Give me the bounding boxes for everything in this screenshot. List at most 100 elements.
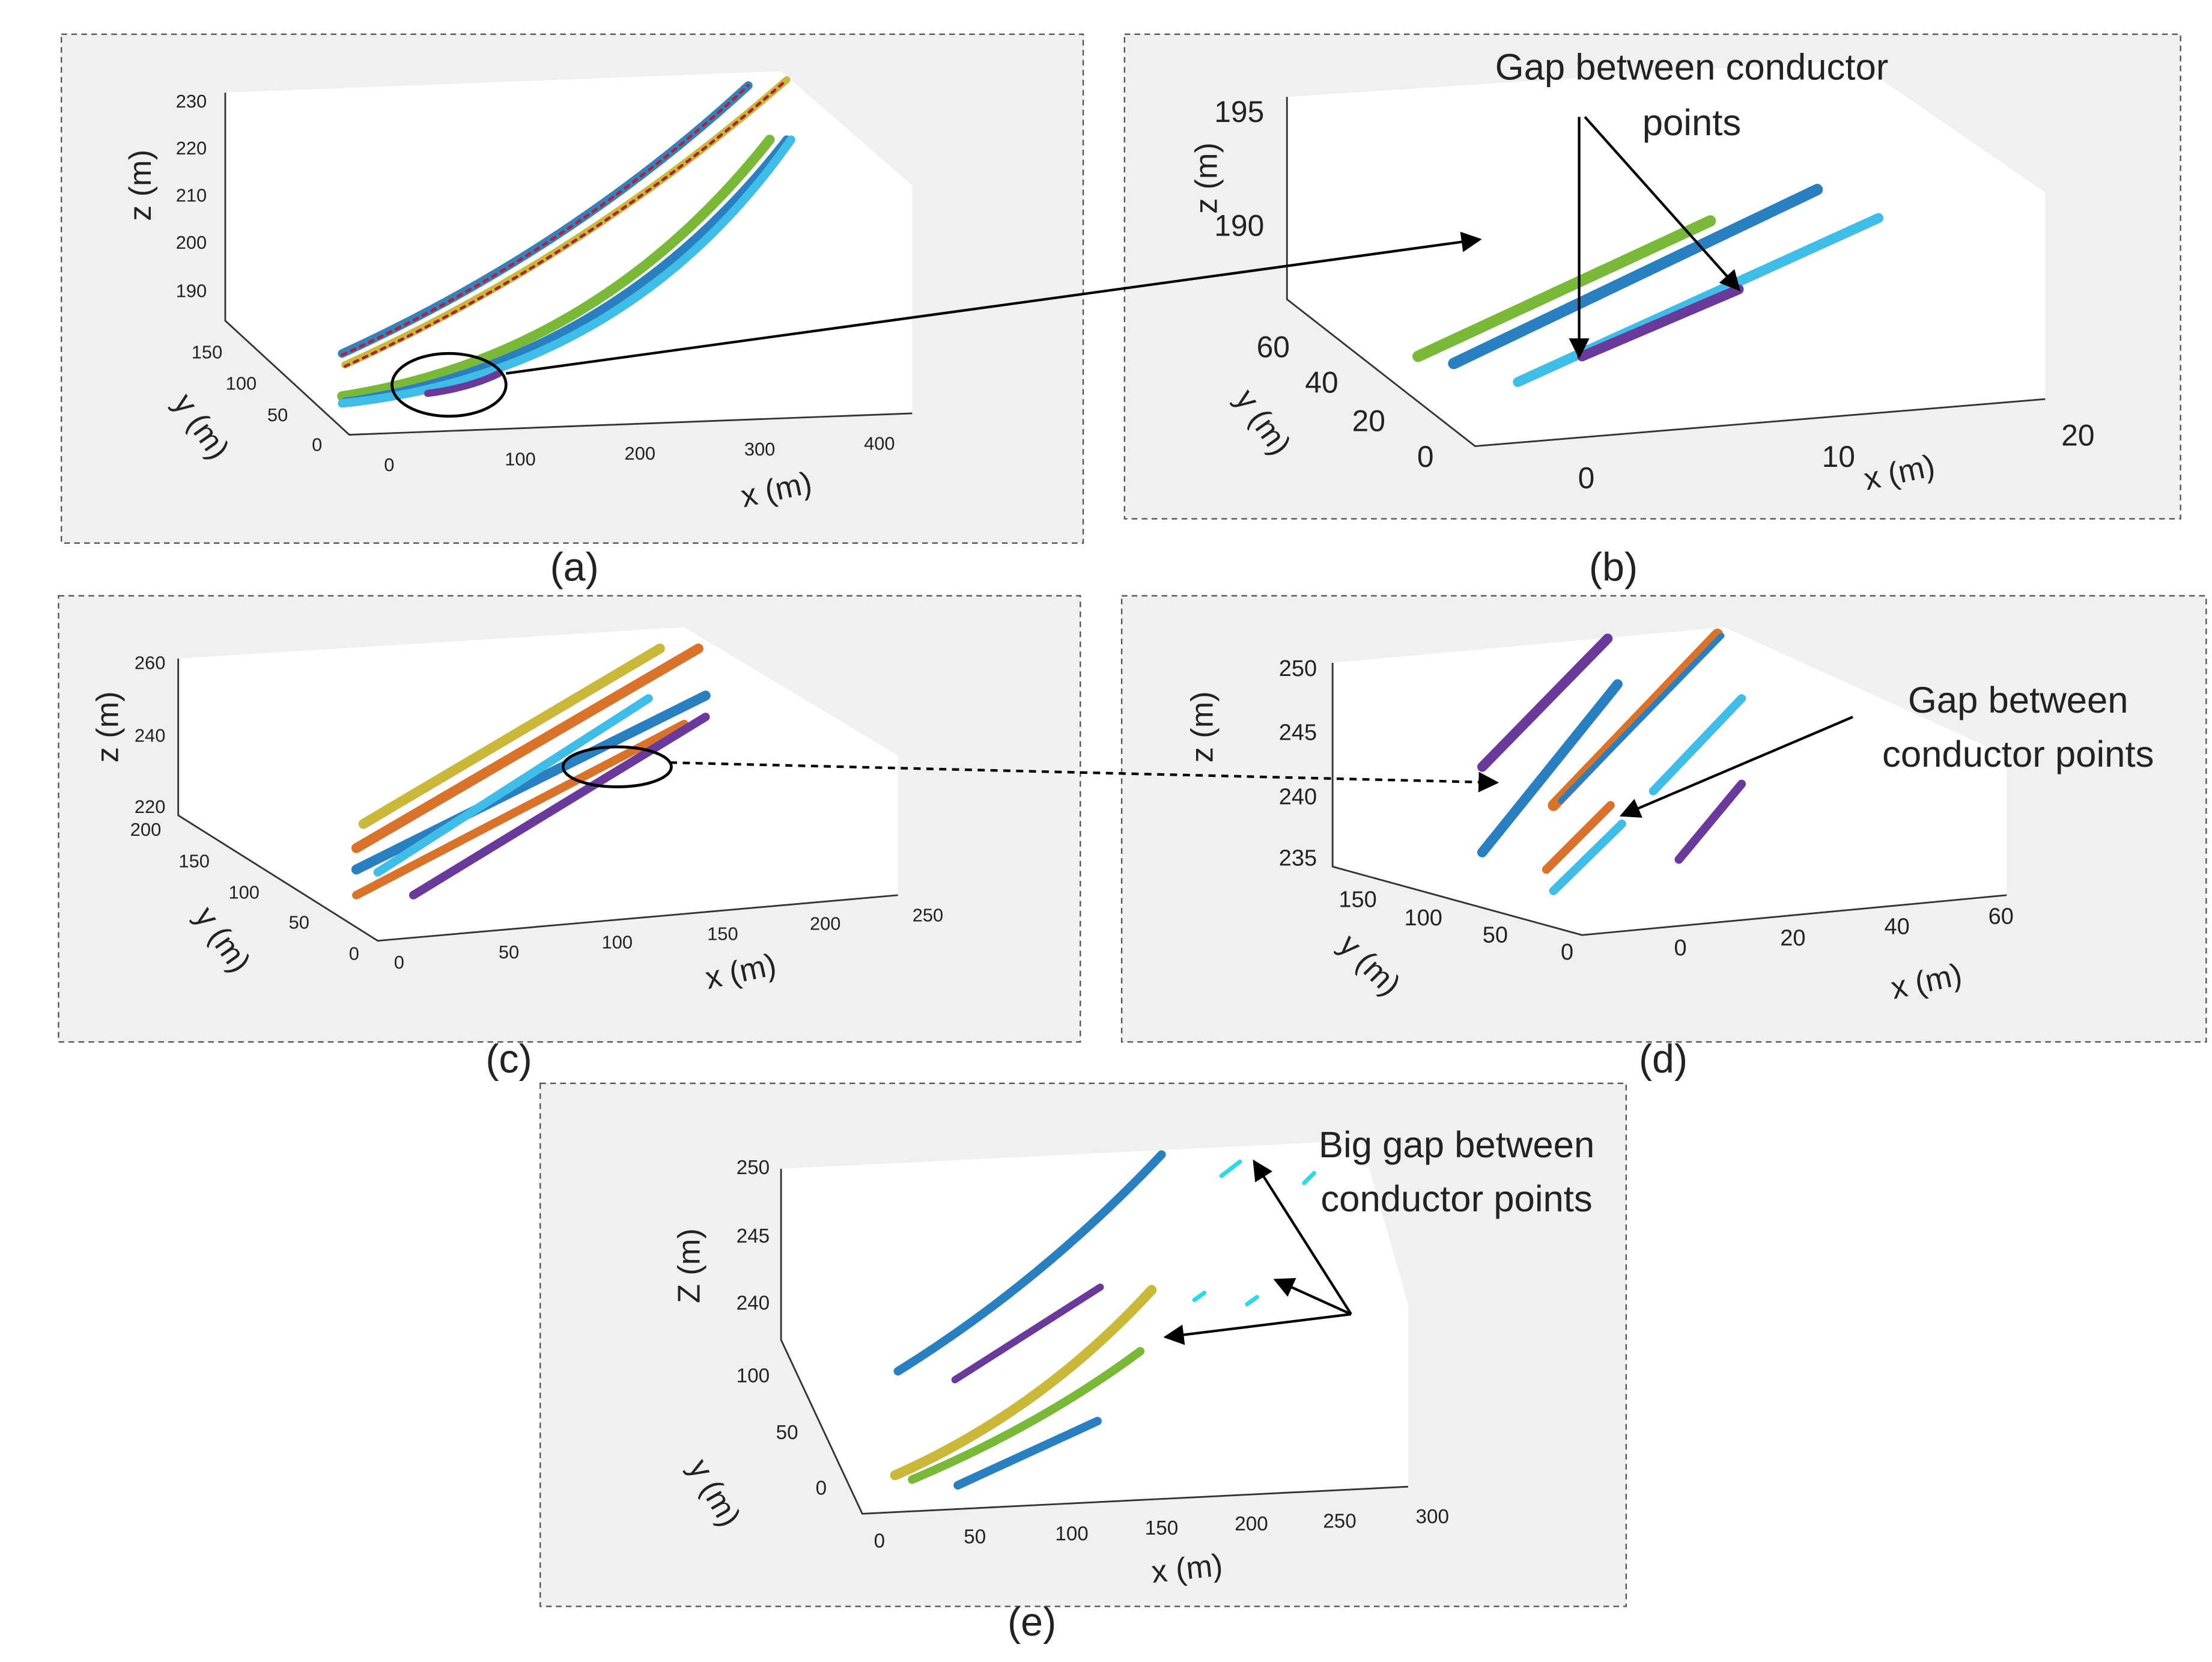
y-tick-label: 60: [1257, 330, 1290, 364]
x-tick-label: 100: [602, 932, 633, 953]
z-tick-label: 240: [135, 725, 165, 746]
x-tick-label: 20: [1780, 925, 1805, 951]
axis-title: Z (m): [672, 1228, 706, 1303]
x-tick-label: 50: [964, 1526, 986, 1548]
y-tick-label: 50: [776, 1422, 798, 1444]
axis-title: z (m): [1185, 691, 1220, 763]
y-tick-label: 100: [228, 882, 259, 903]
annotation: Gap between: [1908, 680, 2128, 721]
conductor: [351, 690, 711, 875]
axes: [1286, 97, 2046, 447]
z-tick-label: 260: [135, 653, 165, 674]
z-tick-label: 200: [176, 232, 207, 253]
z-tick-label: 190: [176, 280, 207, 301]
arrow: [1253, 1159, 1352, 1315]
x-tick-label: 40: [1884, 914, 1909, 939]
y-tick-label: 100: [1405, 906, 1442, 931]
arrow: [1273, 1278, 1352, 1316]
conductor: [1557, 633, 1725, 804]
annotation: conductor points: [1320, 1178, 1592, 1220]
y-tick-label: 50: [267, 404, 288, 425]
z-tick-label: 240: [737, 1292, 770, 1314]
axis-title: z (m): [123, 150, 158, 221]
x-tick-label: 200: [625, 443, 655, 464]
conductor: [890, 1285, 1157, 1481]
conductor: [351, 644, 703, 853]
y-tick-label: 0: [1417, 440, 1434, 473]
y-tick-label: 100: [226, 373, 257, 394]
conductor: [1192, 1159, 1316, 1307]
z-tick-label: 195: [1214, 95, 1264, 129]
z-tick-label: 190: [1214, 209, 1264, 243]
conductor: [338, 135, 795, 408]
conductor: [341, 84, 750, 357]
conductor: [358, 644, 665, 829]
conductor: [1448, 184, 1823, 370]
arrow: [670, 761, 1499, 793]
conductor: [893, 1150, 1166, 1376]
z-tick-label: 250: [1279, 656, 1317, 681]
panel-label: (c): [485, 1037, 532, 1082]
z-tick-label: 230: [176, 91, 207, 112]
x-tick-label: 0: [384, 454, 394, 475]
conductor: [951, 1283, 1104, 1384]
x-tick-label: 200: [810, 913, 840, 934]
x-tick-label: 250: [913, 904, 943, 925]
arrow: [1619, 716, 1853, 818]
y-tick-label: 150: [178, 850, 209, 871]
plot-box: [225, 71, 913, 435]
annotation: points: [1642, 102, 1742, 144]
panel-label: (e): [1007, 1600, 1056, 1645]
conductor-points: [337, 76, 1884, 1490]
arrow: [1163, 1313, 1352, 1345]
z-tick-label: 210: [176, 185, 207, 206]
x-tick-label: 20: [2061, 418, 2094, 452]
annotation: Gap between conductor: [1495, 47, 1889, 88]
x-tick-label: 150: [707, 923, 738, 944]
z-tick-label: 235: [1279, 845, 1317, 871]
z-tick-label: 245: [737, 1225, 770, 1247]
axis-title: z (m): [1190, 142, 1224, 214]
x-tick-label: 50: [499, 942, 519, 963]
x-tick-label: 250: [1323, 1510, 1356, 1532]
conductor: [424, 370, 503, 397]
arrow: [1584, 116, 1741, 291]
z-tick-label: 245: [1279, 720, 1317, 746]
conductor: [373, 694, 653, 877]
y-tick-label: 150: [192, 341, 222, 362]
annotation: Big gap between: [1319, 1124, 1594, 1166]
conductor: [337, 135, 775, 401]
highlight: [561, 745, 673, 788]
x-tick-label: 300: [744, 439, 775, 460]
axis-title: z (m): [91, 691, 126, 763]
conductor: [1674, 779, 1746, 864]
panel-label: (d): [1639, 1037, 1688, 1082]
y-tick-label: 50: [1483, 923, 1508, 948]
x-tick-label: 60: [1989, 904, 2014, 930]
conductor: [1577, 284, 1744, 362]
panel-label: (b): [1589, 545, 1638, 589]
x-tick-label: 100: [505, 448, 535, 469]
axes: [224, 93, 913, 436]
x-tick-label: 300: [1416, 1506, 1449, 1528]
conductor: [1477, 633, 1613, 772]
y-tick-label: 0: [816, 1478, 827, 1500]
x-tick-label: 0: [394, 952, 404, 973]
arrow: [506, 231, 1482, 375]
conductor: [409, 713, 710, 899]
x-tick-label: 150: [1145, 1517, 1178, 1539]
conductor: [1648, 694, 1746, 796]
conductor: [1477, 679, 1623, 857]
plot-box: [1332, 627, 2007, 936]
conductor: [1542, 801, 1615, 874]
y-tick-label: 40: [1305, 366, 1338, 400]
z-tick-label: 220: [176, 138, 207, 159]
x-tick-label: 10: [1822, 440, 1855, 473]
y-tick-label: 50: [289, 912, 309, 933]
conductor: [343, 78, 788, 368]
